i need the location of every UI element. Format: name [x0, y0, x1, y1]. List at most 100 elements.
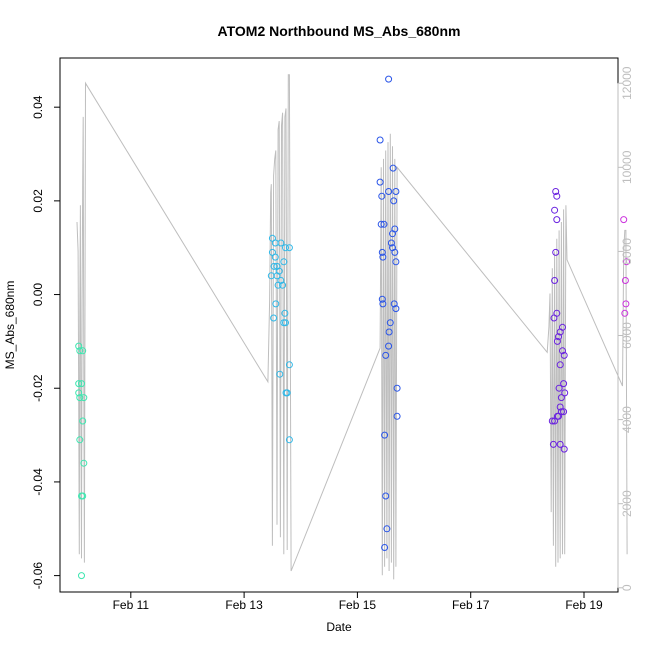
data-point	[377, 220, 385, 228]
y-tick-label: -0.06	[31, 562, 45, 590]
data-point	[551, 206, 559, 214]
data-point	[75, 380, 83, 388]
data-point	[385, 75, 393, 83]
data-point	[273, 272, 281, 280]
data-point	[393, 384, 401, 392]
data-point	[283, 389, 291, 397]
data-point	[378, 192, 386, 200]
data-point	[79, 492, 87, 500]
data-point	[551, 417, 559, 425]
data-point	[385, 342, 393, 350]
data-point	[78, 380, 85, 388]
data-point	[552, 188, 560, 195]
y-axis-label: MS_Abs_680nm	[3, 281, 17, 370]
data-point	[389, 164, 397, 172]
data-point	[271, 253, 279, 261]
y2-tick-label: 2000	[620, 490, 634, 517]
x-tick-label: Feb 11	[113, 598, 150, 612]
data-point	[556, 403, 564, 411]
data-point	[376, 136, 384, 144]
data-point	[553, 216, 561, 224]
x-tick-label: Feb 15	[339, 598, 377, 612]
data-point	[272, 300, 280, 308]
data-point	[376, 178, 384, 186]
x-axis: Feb 11 Feb 13 Feb 15 Feb 17 Feb 19	[113, 591, 603, 612]
y2-tick-label: 8000	[620, 238, 634, 265]
data-point	[75, 389, 83, 397]
data-point	[285, 361, 293, 369]
data-point	[379, 300, 387, 308]
data-point	[285, 436, 293, 444]
data-point	[270, 262, 278, 270]
data-point	[387, 239, 395, 247]
data-point	[391, 248, 399, 256]
data-point	[555, 333, 562, 341]
data-point	[559, 347, 566, 355]
data-point	[623, 258, 630, 266]
data-point	[390, 197, 398, 205]
data-point	[560, 380, 568, 388]
data-point	[393, 412, 401, 420]
x-tick-label: Feb 19	[565, 598, 603, 612]
data-point	[553, 192, 561, 200]
data-point	[282, 319, 289, 327]
x-axis-label: Date	[326, 620, 352, 634]
points-layer	[75, 75, 630, 580]
y-tick-label: -0.04	[31, 468, 45, 496]
data-point	[75, 342, 83, 350]
y2-tick-label: 12000	[620, 66, 634, 100]
y-axis: -0.06 -0.04 -0.02 0.00 0.02 0.04	[31, 95, 61, 590]
y-tick-label: 0.00	[31, 283, 45, 307]
data-point	[621, 277, 629, 284]
data-point	[560, 351, 568, 359]
x-tick-label: Feb 17	[452, 598, 490, 612]
y2-tick-label: 4000	[620, 406, 634, 433]
data-point	[555, 412, 562, 420]
data-point	[277, 239, 285, 247]
data-point	[76, 347, 84, 355]
data-point	[270, 314, 278, 322]
data-point	[379, 253, 387, 261]
secondary-y-axis: 0 2000 4000 6000 8000 10000 12000	[617, 66, 634, 591]
data-point	[389, 230, 396, 238]
y2-tick-label: 0	[620, 584, 634, 591]
data-point	[381, 544, 389, 551]
data-point	[79, 347, 87, 355]
y-tick-label: -0.02	[31, 374, 45, 402]
y2-tick-label: 10000	[620, 150, 634, 184]
data-point	[557, 394, 565, 402]
y2-tick-label: 6000	[620, 322, 634, 349]
data-point	[386, 319, 394, 327]
x-tick-label: Feb 13	[225, 598, 263, 612]
data-point	[561, 389, 569, 397]
data-point	[76, 436, 84, 444]
data-point	[392, 258, 400, 266]
depth-layer	[76, 74, 628, 580]
data-point	[622, 300, 630, 308]
data-point	[551, 277, 559, 284]
data-point	[620, 216, 628, 224]
data-point	[80, 459, 88, 467]
data-point	[276, 370, 284, 378]
data-point	[285, 244, 293, 252]
data-point	[378, 248, 386, 256]
data-point	[548, 417, 556, 425]
data-point	[555, 384, 563, 392]
data-point	[79, 417, 87, 425]
data-point	[281, 309, 289, 317]
y-tick-label: 0.02	[31, 189, 45, 213]
data-point	[282, 244, 289, 252]
data-point	[385, 328, 393, 336]
depth-line	[76, 74, 628, 580]
data-point	[556, 328, 564, 336]
data-point	[385, 188, 393, 195]
data-point	[378, 295, 386, 303]
data-point	[76, 394, 84, 402]
data-point	[381, 431, 389, 439]
chart-title: ATOM2 Northbound MS_Abs_680nm	[218, 23, 461, 39]
data-point	[549, 440, 557, 448]
y-tick-label: 0.04	[31, 95, 45, 119]
